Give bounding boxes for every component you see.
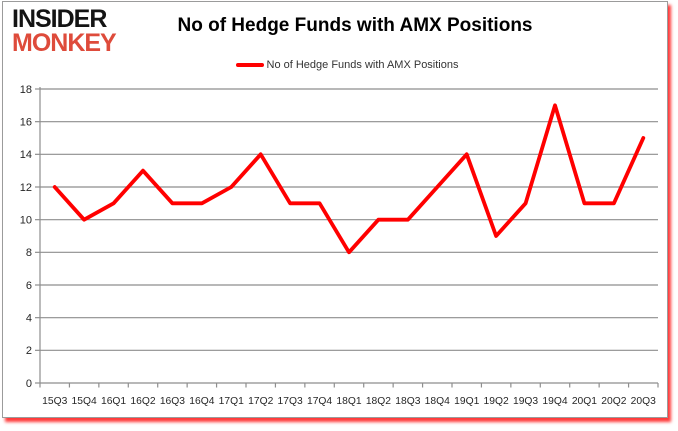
logo-line2: MONKEY bbox=[12, 29, 117, 57]
svg-text:19Q4: 19Q4 bbox=[542, 396, 567, 407]
logo-line1: INSIDER bbox=[12, 5, 107, 33]
svg-text:19Q3: 19Q3 bbox=[513, 396, 538, 407]
svg-text:18Q2: 18Q2 bbox=[366, 396, 391, 407]
series-line bbox=[52, 103, 646, 255]
svg-text:0: 0 bbox=[26, 378, 32, 390]
svg-text:2: 2 bbox=[26, 345, 32, 357]
svg-text:15Q4: 15Q4 bbox=[72, 396, 97, 407]
svg-text:19Q1: 19Q1 bbox=[454, 396, 479, 407]
svg-text:16Q2: 16Q2 bbox=[130, 396, 155, 407]
svg-text:18: 18 bbox=[20, 84, 32, 96]
svg-text:10: 10 bbox=[20, 214, 32, 226]
svg-text:18Q4: 18Q4 bbox=[425, 396, 450, 407]
axis-ticks bbox=[35, 88, 659, 388]
svg-text:18Q3: 18Q3 bbox=[395, 396, 420, 407]
svg-text:16: 16 bbox=[20, 116, 32, 128]
svg-text:8: 8 bbox=[26, 247, 32, 259]
svg-text:4: 4 bbox=[26, 312, 32, 324]
line-chart: 0 2 4 6 8 10 12 14 16 18 15Q3 15Q4 16Q1 16Q2 16Q3 16Q4 1… bbox=[3, 2, 665, 415]
svg-text:19Q2: 19Q2 bbox=[484, 396, 509, 407]
svg-text:20Q1: 20Q1 bbox=[572, 396, 597, 407]
svg-text:17Q3: 17Q3 bbox=[278, 396, 303, 407]
svg-text:17Q2: 17Q2 bbox=[248, 396, 273, 407]
insider-monkey-logo: INSIDER MONKEY bbox=[12, 5, 117, 57]
svg-text:16Q3: 16Q3 bbox=[160, 396, 185, 407]
svg-text:20Q2: 20Q2 bbox=[601, 396, 626, 407]
svg-text:16Q1: 16Q1 bbox=[101, 396, 126, 407]
y-axis-labels: 0 2 4 6 8 10 12 14 16 18 bbox=[20, 84, 32, 390]
gridlines bbox=[40, 88, 658, 351]
chart-title: No of Hedge Funds with AMX Positions bbox=[177, 15, 533, 36]
svg-text:14: 14 bbox=[20, 149, 32, 161]
axes bbox=[39, 87, 658, 384]
legend-label: No of Hedge Funds with AMX Positions bbox=[266, 59, 459, 71]
x-axis-labels: 15Q3 15Q4 16Q1 16Q2 16Q3 16Q4 17Q1 17Q2 17Q3 17Q4… bbox=[42, 396, 656, 407]
legend-line-marker bbox=[235, 62, 264, 68]
svg-text:12: 12 bbox=[20, 182, 32, 194]
svg-text:15Q3: 15Q3 bbox=[42, 396, 67, 407]
svg-text:20Q3: 20Q3 bbox=[631, 396, 656, 407]
svg-text:16Q4: 16Q4 bbox=[189, 396, 214, 407]
legend: No of Hedge Funds with AMX Positions bbox=[3, 59, 667, 71]
svg-text:6: 6 bbox=[26, 280, 32, 292]
svg-text:17Q4: 17Q4 bbox=[307, 396, 332, 407]
chart-card: 0 2 4 6 8 10 12 14 16 18 15Q3 15Q4 16Q1 16Q2 16Q3 16Q4 1… bbox=[2, 1, 668, 418]
svg-text:18Q1: 18Q1 bbox=[336, 396, 361, 407]
svg-text:17Q1: 17Q1 bbox=[219, 396, 244, 407]
